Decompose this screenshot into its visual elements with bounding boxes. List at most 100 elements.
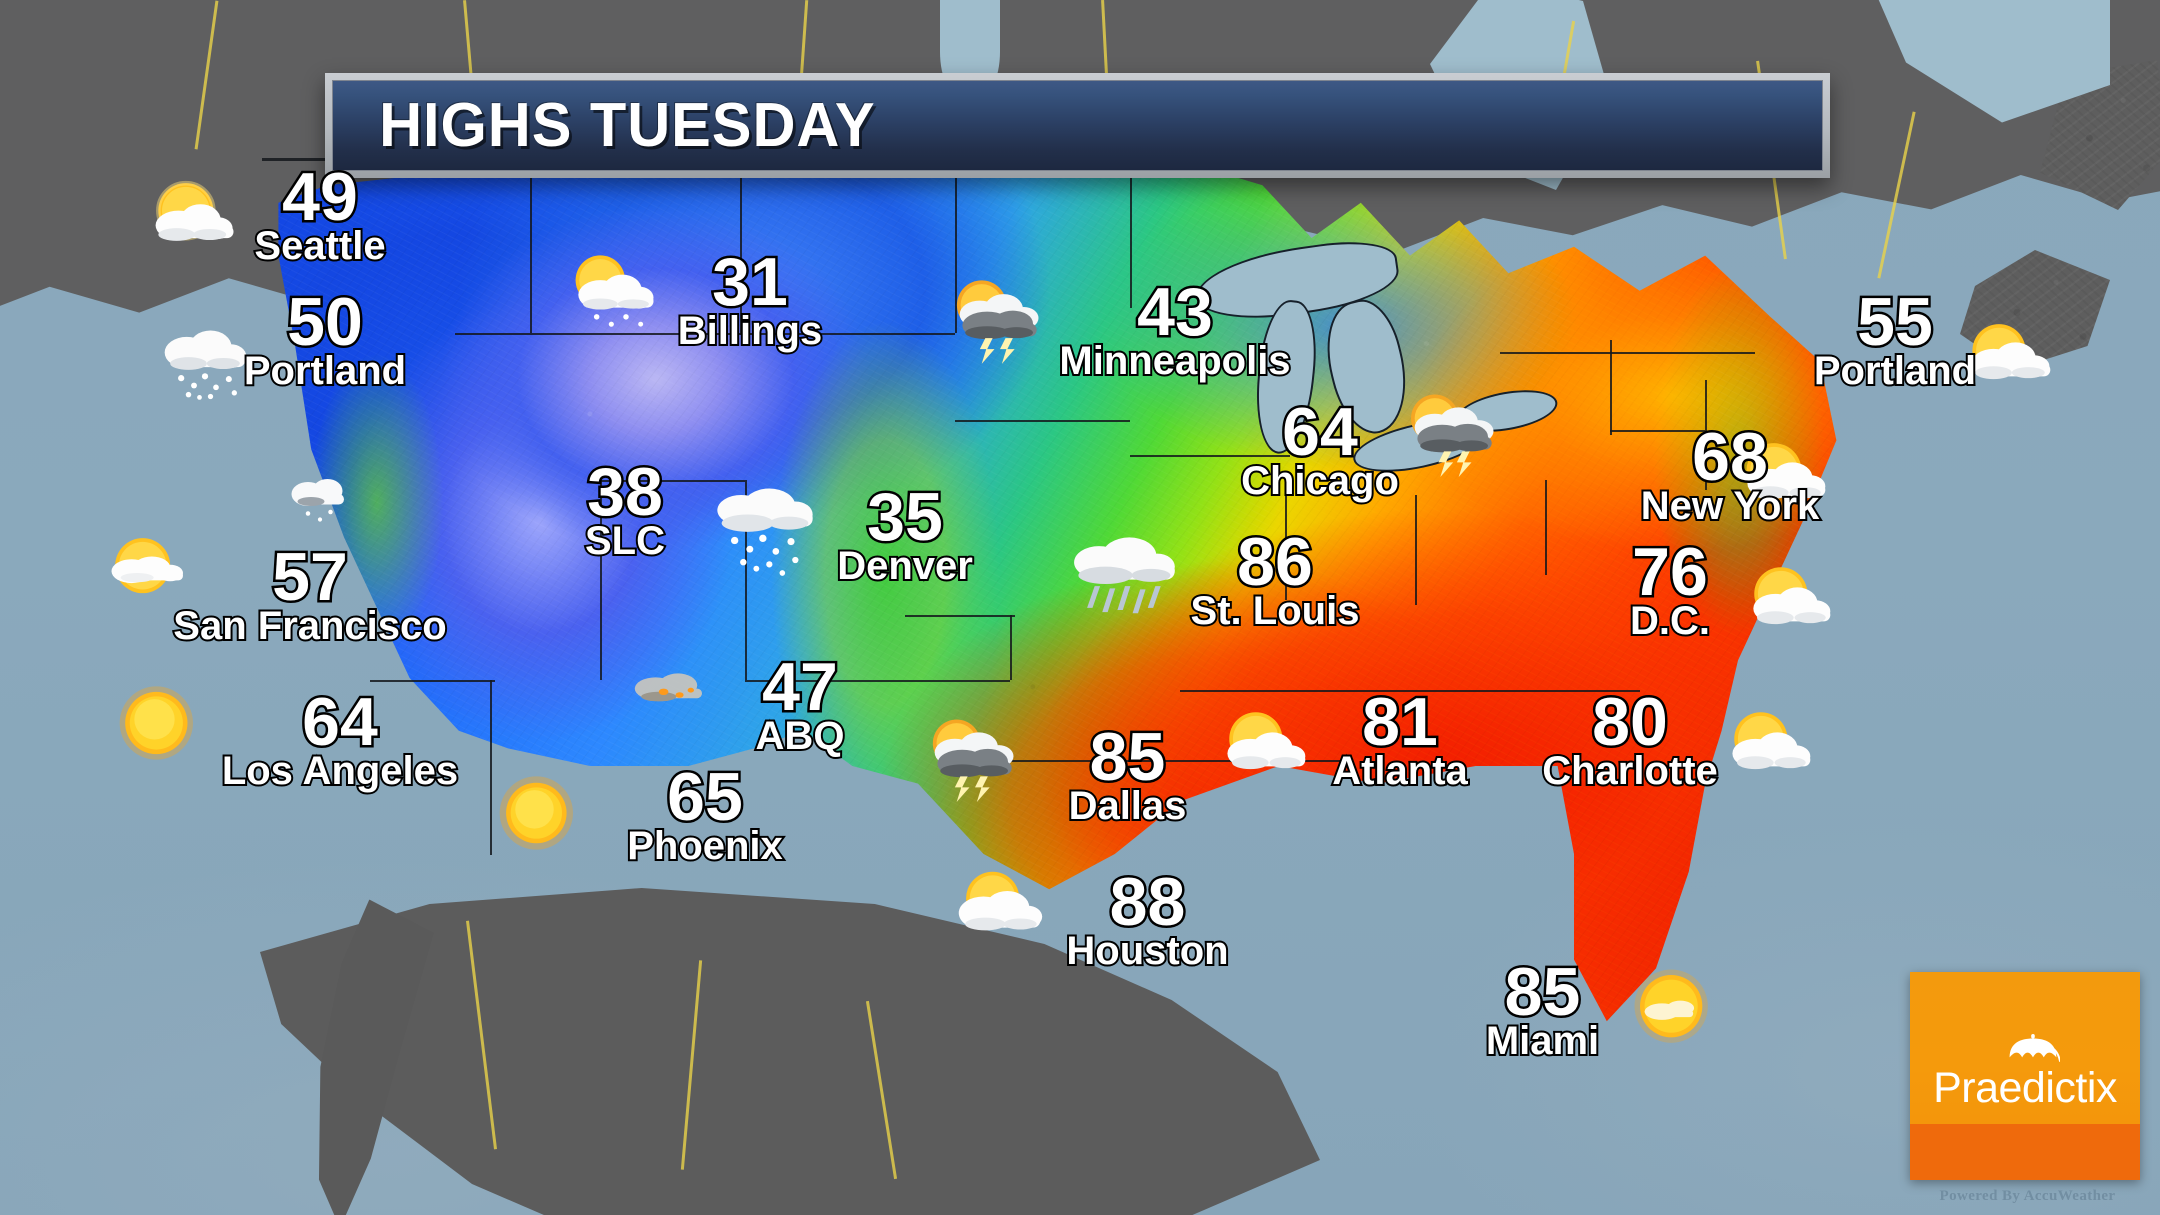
state-border [1415, 495, 1417, 605]
temp-value: 64 [300, 684, 381, 760]
sun-behind-thunderstorm-icon [1400, 385, 1510, 481]
state-border [745, 680, 1010, 682]
city-label-chicago[interactable]: 64 Chicago [1220, 394, 1420, 504]
city-name: Portland [1812, 349, 1978, 394]
city-label-san-francisco[interactable]: 57 San Francisco [165, 539, 455, 648]
city-name: Phoenix [625, 824, 785, 869]
state-border [1180, 690, 1640, 692]
state-border [740, 333, 955, 335]
city-name: Denver [835, 544, 975, 589]
city-label-minneapolis[interactable]: 43 Minneapolis [1040, 274, 1310, 384]
city-label-slc[interactable]: 38 SLC [555, 454, 695, 564]
state-border [1500, 352, 1755, 354]
logo-wordmark: Praedictix [1933, 1064, 2117, 1112]
temp-value: 55 [1855, 284, 1936, 360]
state-border [1130, 455, 1290, 457]
sun-behind-cloud-icon [95, 525, 205, 621]
city-name: D.C. [1628, 599, 1712, 644]
city-name: St. Louis [1189, 589, 1362, 634]
city-label-los-angeles[interactable]: 64 Los Angeles [205, 684, 475, 793]
sun-icon [485, 765, 595, 861]
temp-value: 57 [270, 539, 351, 615]
temp-value: 49 [280, 159, 361, 235]
city-name: Miami [1484, 1019, 1601, 1064]
state-border [530, 158, 532, 333]
sun-behind-cloud-icon [1210, 700, 1320, 796]
sun-behind-thunderstorm-icon [920, 710, 1030, 806]
city-name: Houston [1064, 929, 1230, 974]
sun-behind-cloud-icon [1730, 430, 1840, 526]
state-border [1010, 760, 1350, 762]
cloud-snow-icon [275, 460, 365, 540]
city-label-st-louis[interactable]: 86 St. Louis [1170, 525, 1380, 634]
temp-value: 80 [1590, 684, 1671, 760]
city-label-new-york[interactable]: 68 New York [1615, 419, 1845, 529]
state-border [955, 158, 957, 333]
temp-value: 38 [585, 454, 666, 530]
sun-behind-cloud-icon [1715, 700, 1825, 796]
city-label-dc[interactable]: 76 D.C. [1595, 534, 1745, 644]
cloud-wind-icon [610, 655, 730, 735]
temp-value: 85 [1087, 719, 1168, 795]
city-name: Chicago [1239, 459, 1401, 504]
temp-value: 47 [760, 649, 841, 725]
umbrella-icon [2006, 1034, 2061, 1068]
city-name: Charlotte [1540, 749, 1720, 794]
city-name: Portland [242, 349, 408, 394]
city-name: Atlanta [1330, 749, 1470, 794]
sun-behind-cloud-snow-icon [560, 245, 670, 341]
temp-value: 76 [1630, 534, 1711, 610]
city-name: Billings [676, 309, 824, 354]
cloud-snow-icon [150, 310, 260, 406]
city-name: New York [1639, 484, 1822, 529]
city-label-portland-or[interactable]: 50 Portland [210, 284, 440, 394]
temp-value: 50 [285, 284, 366, 360]
temp-value: 64 [1280, 394, 1361, 470]
state-border [740, 158, 742, 333]
temp-value: 85 [1502, 954, 1583, 1030]
city-name: SLC [583, 519, 667, 564]
city-label-atlanta[interactable]: 81 Atlanta [1300, 684, 1500, 794]
sun-icon [105, 675, 215, 771]
temp-value: 88 [1107, 864, 1188, 940]
title-plaque: HIGHS TUESDAY [325, 73, 1830, 178]
state-border [370, 680, 495, 682]
city-label-billings[interactable]: 31 Billings [640, 244, 860, 354]
state-border [1545, 480, 1547, 575]
state-border [455, 333, 745, 335]
temperature-raster [278, 160, 1837, 1022]
temp-value: 68 [1690, 419, 1771, 495]
state-border [490, 680, 492, 855]
city-label-seattle[interactable]: 49 Seattle [215, 159, 425, 269]
mostly-sunny-icon [1618, 960, 1728, 1056]
state-border [600, 480, 745, 482]
city-label-denver[interactable]: 35 Denver [810, 479, 1000, 589]
logo-bottom-band [1910, 1124, 2140, 1180]
city-label-miami[interactable]: 85 Miami [1460, 954, 1625, 1064]
sun-behind-cloud-icon [945, 865, 1055, 961]
city-label-phoenix[interactable]: 65 Phoenix [605, 759, 805, 869]
state-border [745, 480, 747, 680]
temp-value: 81 [1360, 684, 1441, 760]
praedictix-logo[interactable]: Praedictix [1910, 972, 2140, 1180]
temp-value: 35 [865, 479, 946, 555]
rain-cloud-icon [1060, 520, 1190, 635]
city-label-dallas[interactable]: 85 Dallas [1030, 719, 1225, 828]
city-label-houston[interactable]: 88 Houston [1040, 864, 1255, 974]
city-label-portland-me[interactable]: 55 Portland [1780, 284, 2010, 394]
temp-value: 43 [1135, 274, 1216, 350]
powered-by-text: Powered By AccuWeather [1939, 1188, 2116, 1204]
temp-value: 31 [710, 244, 791, 320]
page-title: HIGHS TUESDAY [379, 90, 876, 160]
state-border [1610, 430, 1705, 432]
city-name: Seattle [252, 224, 387, 269]
temp-value: 65 [665, 759, 746, 835]
city-label-charlotte[interactable]: 80 Charlotte [1505, 684, 1755, 794]
city-name: Minneapolis [1057, 339, 1292, 384]
title-plaque-inner: HIGHS TUESDAY [332, 80, 1823, 171]
state-border [905, 615, 1015, 617]
state-border [1705, 380, 1707, 490]
state-border [1130, 158, 1132, 308]
city-label-abq[interactable]: 47 ABQ [725, 649, 875, 758]
